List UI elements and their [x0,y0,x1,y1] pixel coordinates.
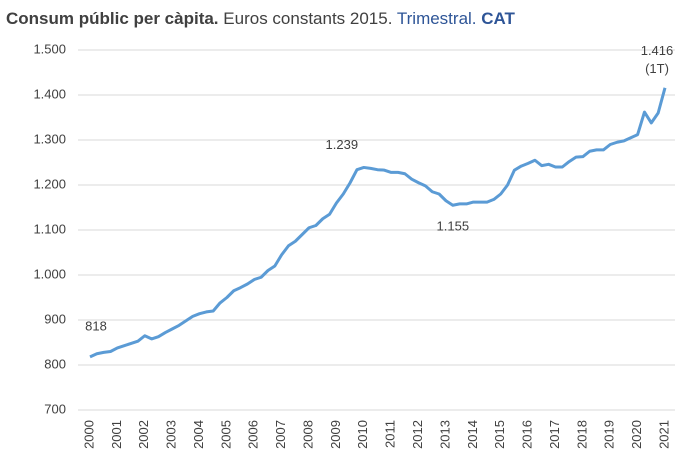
value-label: 1.239 [326,137,359,152]
x-tick-label: 2019 [602,420,617,449]
y-tick-label: 800 [44,356,66,371]
y-tick-label: 900 [44,311,66,326]
x-tick-label: 2014 [465,420,480,449]
value-label: 818 [85,318,107,333]
y-tick-label: 1.500 [33,41,66,56]
x-tick-label: 2013 [437,420,452,449]
x-tick-label: 2001 [109,420,124,449]
annotation: (1T) [645,61,669,76]
title-frequency: Trimestral. [397,9,477,28]
title-bold: Consum públic per càpita. [6,9,219,28]
x-tick-label: 2012 [410,420,425,449]
x-tick-label: 2015 [492,420,507,449]
data-line [89,87,667,359]
x-tick-label: 2021 [656,420,671,449]
title-region: CAT [481,9,515,28]
value-label: 1.416 [641,43,674,58]
y-tick-label: 1.000 [33,266,66,281]
x-tick-label: 2020 [629,420,644,449]
chart-title: Consum públic per càpita. Euros constant… [6,9,516,28]
x-tick-label: 2008 [300,420,315,449]
x-tick-label: 2009 [328,420,343,449]
x-tick-label: 2018 [574,420,589,449]
y-tick-label: 1.200 [33,176,66,191]
x-tick-label: 2005 [218,420,233,449]
x-tick-label: 2011 [383,420,398,448]
y-tick-label: 1.400 [33,86,66,101]
x-tick-label: 2003 [164,420,179,449]
y-tick-label: 1.100 [33,221,66,236]
x-tick-label: 2002 [136,420,151,449]
x-tick-label: 2007 [273,420,288,449]
y-tick-label: 1.300 [33,131,66,146]
x-tick-label: 2010 [355,420,370,449]
x-tick-label: 2017 [547,420,562,449]
x-tick-label: 2004 [191,420,206,449]
x-tick-label: 2016 [520,420,535,449]
x-tick-label: 2006 [246,420,261,449]
y-tick-label: 700 [44,401,66,416]
title-unit: Euros constants 2015. [223,9,392,28]
x-tick-label: 2000 [81,420,96,449]
value-label: 1.155 [437,219,470,234]
